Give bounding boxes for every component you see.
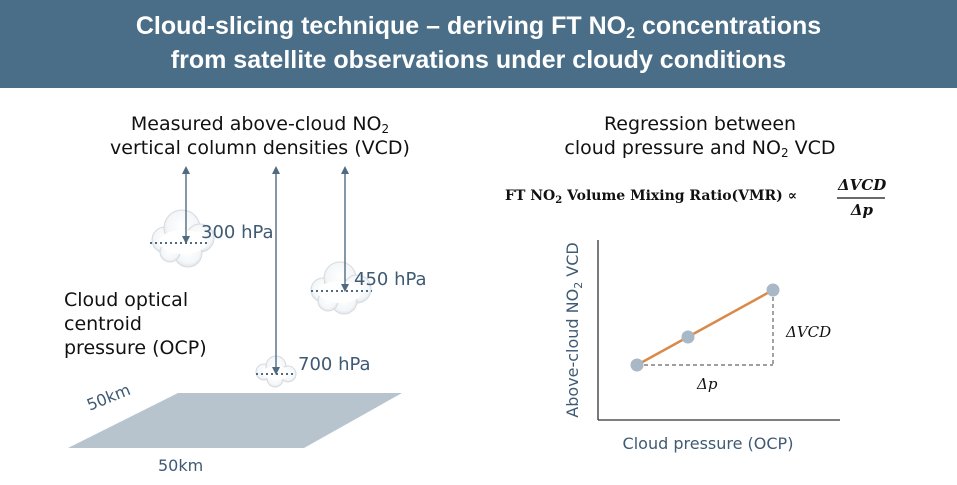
measured-vcd-line-1: Measured above-cloud NO2 <box>130 113 390 136</box>
pressure-label-300: 300 hPa <box>201 222 274 243</box>
data-point-2 <box>681 330 695 344</box>
ocp-label-line-1: Cloud optical <box>64 289 189 311</box>
cloud-450-hpa <box>310 261 372 315</box>
ground-plane <box>68 393 402 448</box>
title-banner: Cloud-slicing technique – deriving FT NO… <box>0 0 957 88</box>
data-point-3 <box>766 283 780 297</box>
data-point-1 <box>630 358 644 372</box>
dimension-label-bottom: 50km <box>158 456 204 475</box>
measured-vcd-heading: Measured above-cloud NO2 vertical column… <box>110 112 410 160</box>
title-line-2: from satellite observations under cloudy… <box>170 46 787 74</box>
delta-p-label: Δp <box>697 375 718 393</box>
vmr-formula-numerator: ΔVCD <box>838 176 887 194</box>
vmr-formula-lhs: FT NO2 Volume Mixing Ratio(VMR) ∝ <box>505 188 798 206</box>
vmr-formula: FT NO2 Volume Mixing Ratio(VMR) ∝ ΔVCD Δ… <box>505 176 905 226</box>
vmr-formula-denominator: Δp <box>850 201 874 219</box>
ocp-label-line-2: centroid <box>64 313 142 335</box>
pressure-label-450: 450 hPa <box>354 269 427 290</box>
ocp-label-line-3: pressure (OCP) <box>64 337 207 359</box>
cloud-300-hpa <box>151 209 215 268</box>
regression-heading: Regression between cloud pressure and NO… <box>550 112 850 160</box>
pressure-label-700: 700 hPa <box>298 354 371 375</box>
measured-vcd-line-2: vertical column densities (VCD) <box>110 137 410 159</box>
regression-line <box>636 288 774 367</box>
regression-heading-line-2: cloud pressure and NO2 VCD <box>564 137 836 160</box>
regression-x-axis-label: Cloud pressure (OCP) <box>622 434 794 453</box>
title-line-1: Cloud-slicing technique – deriving FT NO… <box>135 12 822 42</box>
ocp-label: Cloud optical centroid pressure (OCP) <box>64 288 264 360</box>
regression-heading-line-1: Regression between <box>603 113 797 135</box>
delta-vcd-label: ΔVCD <box>786 323 832 341</box>
regression-y-axis-label: Above-cloud NO2 VCD <box>563 242 585 417</box>
